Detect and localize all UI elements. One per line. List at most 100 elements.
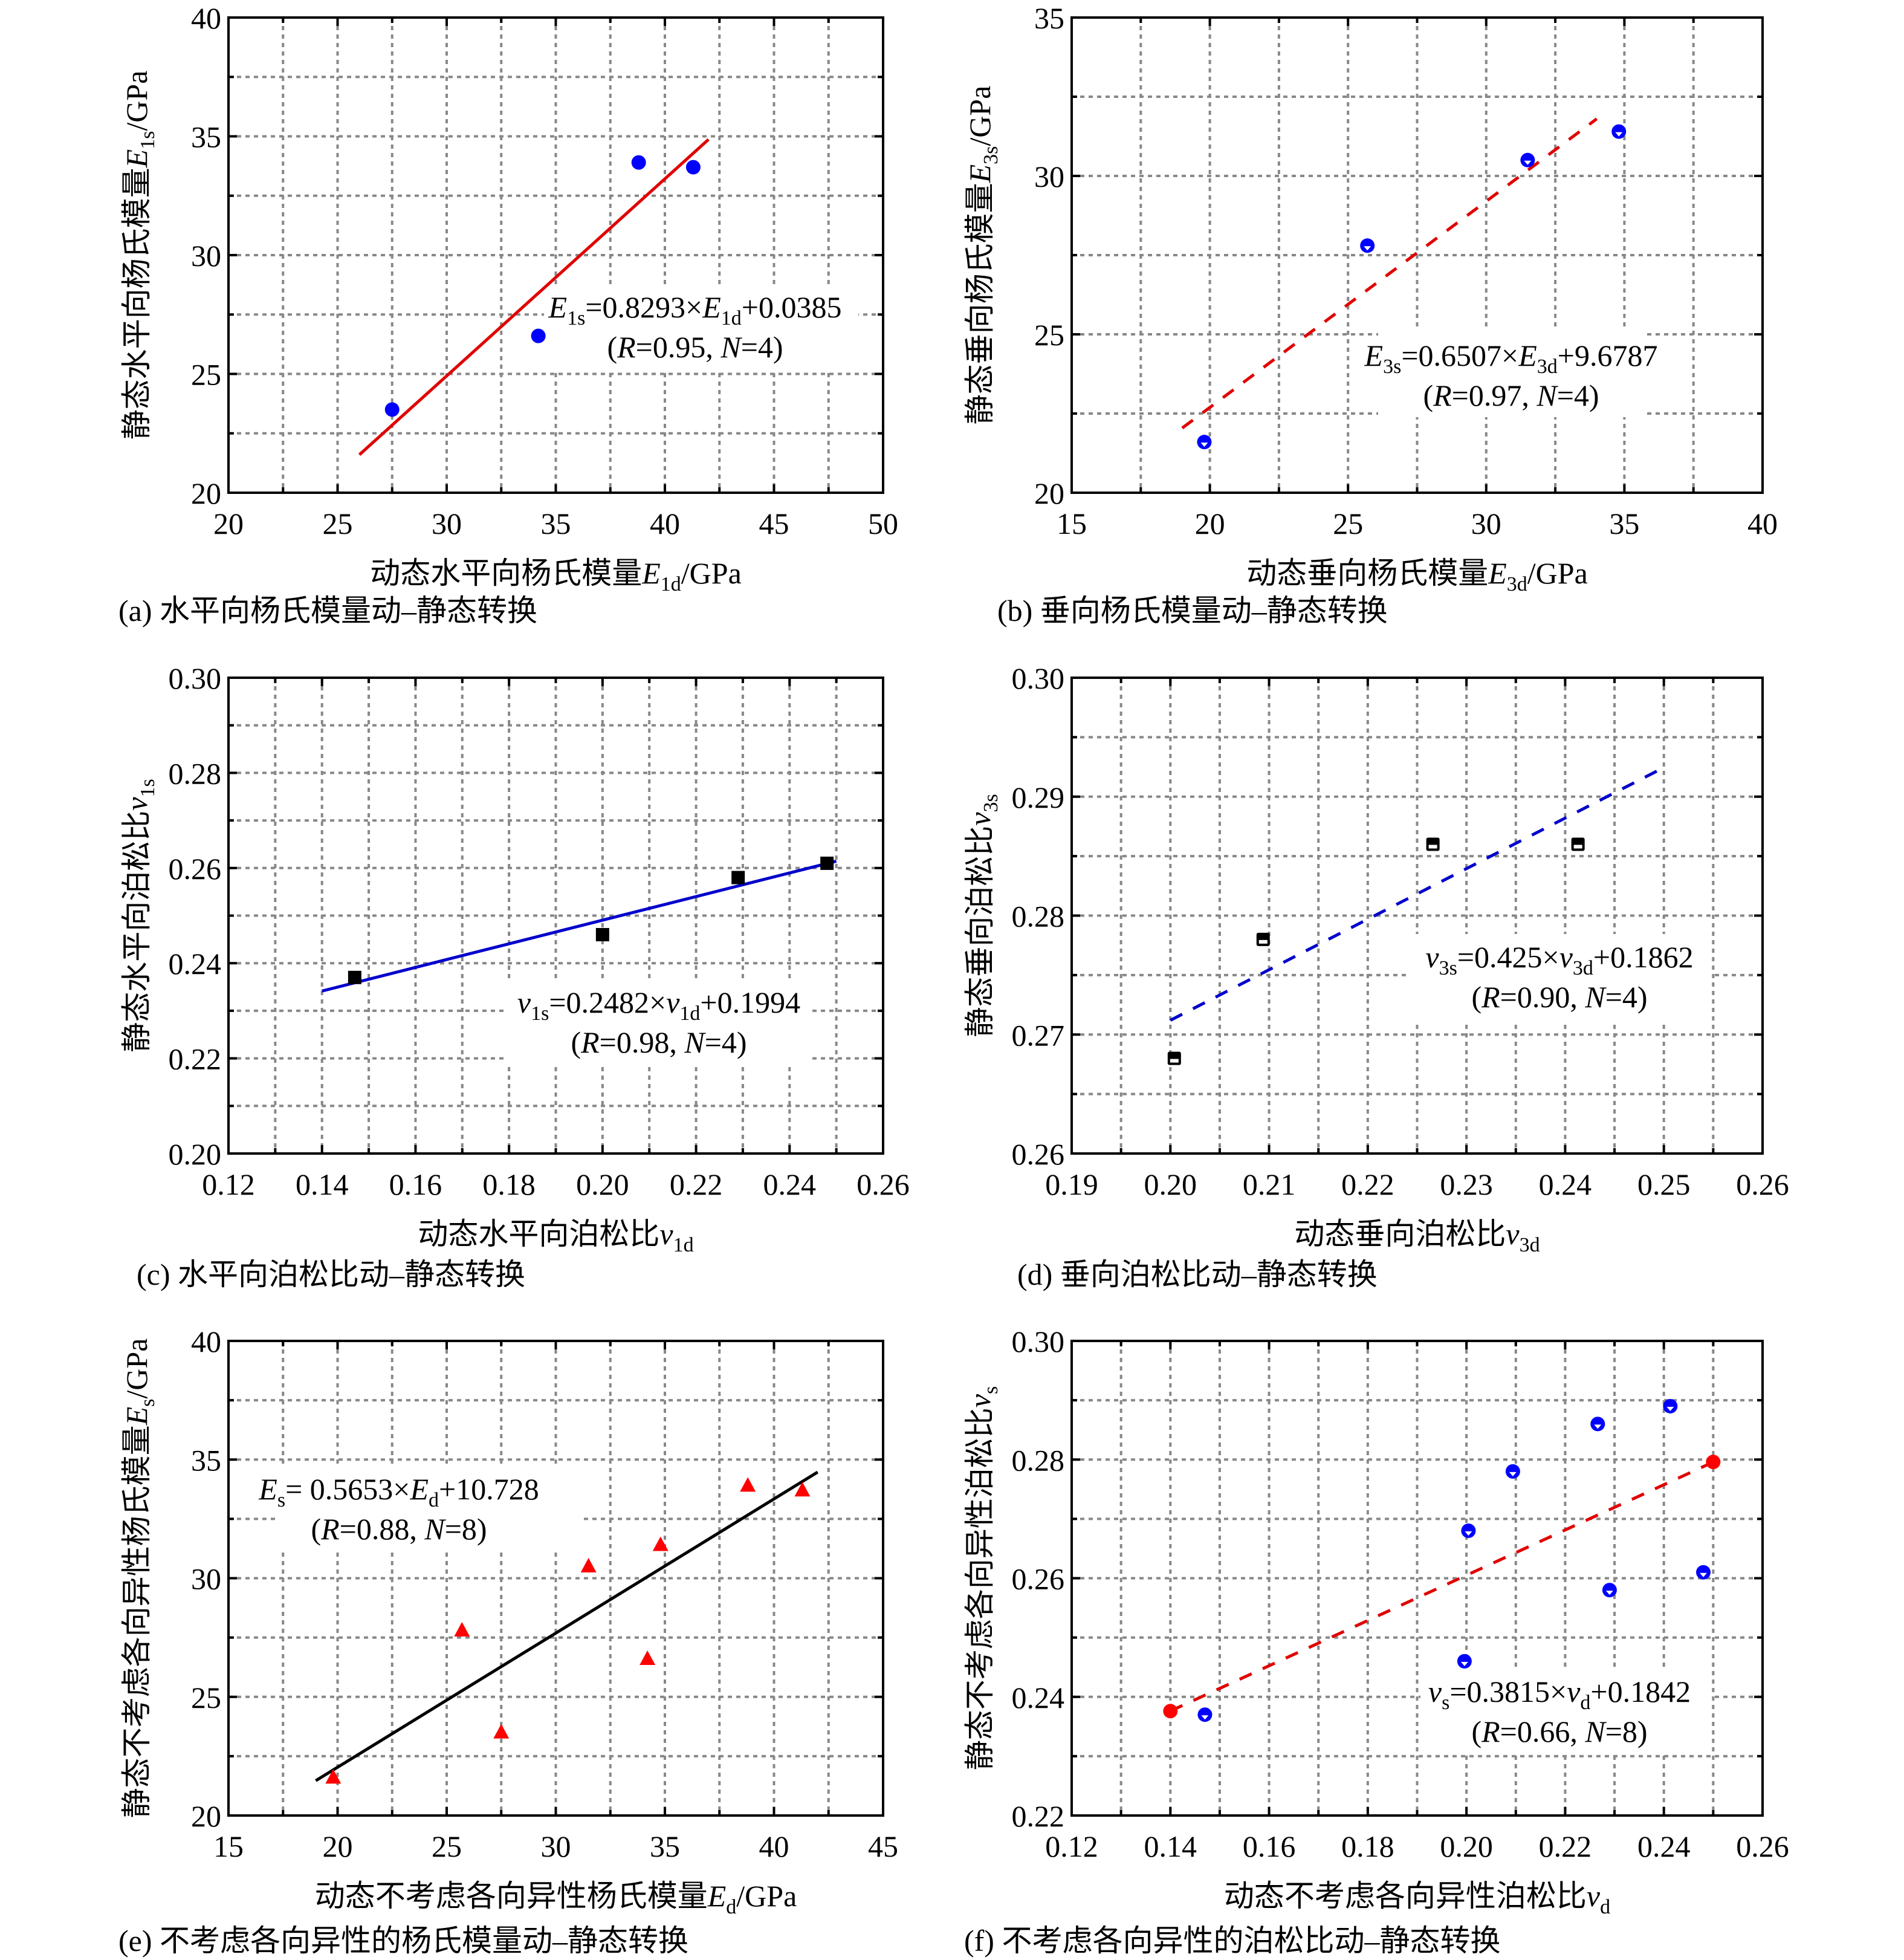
y-axis-label: 静态水平向泊松比v1s [120,779,159,1052]
data-point [731,871,745,884]
x-axis-label: 动态水平向杨氏模量E1d/GPa [370,556,742,595]
marker-body [1602,1583,1617,1598]
marker-highlight [1364,246,1371,251]
x-tick-label: 40 [759,1829,789,1863]
x-tick-label: 0.20 [1440,1829,1493,1863]
gridlines [228,18,883,493]
x-tick-label: 40 [1747,507,1778,540]
chart-c: 0.12 0.14 0.16 0.18 0.20 0.22 0.24 0.26 0.20 0.22… [120,661,910,1256]
data-point [384,402,400,417]
gridlines [1072,18,1763,493]
marker-body [1461,1524,1476,1538]
fit-equation: E1s=0.8293×E1d+0.0385 [548,290,842,329]
y-tick-label: 40 [191,1,221,35]
marker-highlight [1258,939,1268,944]
y-tick-label: 30 [1034,160,1064,193]
chart-b: 15 20 25 30 35 4020253035动态垂向杨氏模量E3d/GPa静态垂向杨… [963,1,1778,595]
marker-highlight [1594,1424,1602,1429]
marker-body [1611,124,1627,139]
x-tick-label: 0.21 [1243,1167,1296,1201]
x-tick-label: 0.23 [1440,1167,1493,1201]
marker-body [1590,1416,1605,1432]
chart-a: 20 25 30 35 40 45 50 20 25 30 35 40 动态水平向杨氏模量E1d/GPa… [120,1,898,595]
caption-c: (c) 水平向泊松比动–静态转换 [137,1257,525,1291]
equation-background [508,979,810,1064]
fit-endpoint-marker [1163,1704,1178,1719]
fit-equation: v1s=0.2482×v1d+0.1994 [517,985,800,1025]
data-point [820,856,834,870]
caption-a: (a) 水平向杨氏模量动–静态转换 [118,594,537,628]
x-axis-label: 动态垂向泊松比v3d [1294,1217,1540,1256]
marker-body [1167,1051,1181,1065]
marker-body [1426,837,1440,851]
fit-statistics: (R=0.66, N=8) [1471,1715,1647,1748]
data-point [1663,1398,1678,1413]
gridlines [1072,1341,1763,1816]
fit-line [358,138,710,456]
caption-e: (e) 不考虑各向异性的杨氏模量动–静态转换 [118,1924,688,1958]
data-point [1696,1565,1711,1580]
y-axis-label: 静态垂向杨氏模量E3s/GPa [963,86,1002,425]
y-tick-label: 25 [191,358,221,392]
y-tick-label: 0.22 [169,1042,222,1076]
chart-d: 0.19 0.20 0.21 0.22 0.23 0.24 0.25 0.26 0.26 0.27… [963,661,1789,1256]
data-point [1197,435,1212,450]
data-point [348,970,361,984]
x-tick-label: 40 [650,507,680,540]
y-tick-label: 20 [191,1799,221,1833]
x-tick-label: 45 [868,1829,898,1863]
marker-highlight [1524,160,1532,165]
x-tick-label: 30 [432,507,462,540]
x-tick-label: 0.24 [1539,1167,1592,1201]
x-axis-label: 动态不考虑各向异性泊松比vd [1224,1879,1610,1918]
fit-statistics: (R=0.88, N=8) [311,1512,487,1546]
x-tick-label: 45 [759,507,789,540]
data-point [1505,1464,1520,1479]
marker-highlight [1170,1059,1179,1063]
marker-highlight [1509,1472,1517,1476]
marker-body [1197,1707,1213,1722]
x-tick-label: 50 [868,507,898,540]
equation-background [1408,934,1711,1022]
marker-body [1571,837,1585,851]
marker-highlight [1428,845,1437,849]
x-tick-label: 20 [213,507,244,540]
y-tick-label: 0.24 [169,947,222,981]
x-tick-label: 0.26 [856,1167,910,1201]
x-tick-label: 0.25 [1637,1167,1691,1201]
x-tick-label: 25 [432,1829,462,1863]
y-tick-label: 0.27 [1012,1018,1065,1052]
data-point [325,1769,342,1784]
x-tick-label: 0.12 [202,1167,255,1201]
data-point [531,328,546,343]
equation-background [278,1466,580,1551]
y-tick-label: 0.30 [169,661,222,695]
x-tick-label: 0.14 [296,1167,349,1201]
gridlines [228,678,883,1154]
marker-highlight [1460,1661,1468,1666]
fit-line [315,1470,819,1782]
fit-equation: vs=0.3815×vd+0.1842 [1428,1675,1691,1714]
y-tick-label: 0.29 [1012,780,1065,814]
x-tick-label: 0.20 [576,1167,629,1201]
marker-highlight [1666,1406,1674,1411]
data-point [1461,1524,1476,1538]
y-tick-label: 0.28 [1012,1443,1065,1477]
x-tick-label: 30 [1471,507,1501,540]
chart-e: 15 20 25 30 35 40 452025303540动态不考虑各向异性杨氏模量Ed/… [120,1325,898,1918]
caption-f: (f) 不考虑各向异性的泊松比动–静态转换 [964,1924,1501,1958]
data-point [1571,837,1585,851]
fit-statistics: (R=0.98, N=4) [571,1025,746,1059]
y-tick-label: 0.22 [1012,1799,1065,1833]
fit-line [322,859,837,993]
equation-background [1420,1669,1711,1753]
x-tick-label: 0.26 [1736,1167,1789,1201]
y-tick-label: 0.24 [1012,1681,1065,1715]
equation-background [544,284,858,369]
x-tick-label: 0.18 [1341,1829,1394,1863]
x-tick-label: 15 [1057,507,1087,540]
x-tick-label: 0.22 [1539,1829,1592,1863]
data-point [580,1557,597,1572]
x-tick-label: 25 [1333,507,1363,540]
